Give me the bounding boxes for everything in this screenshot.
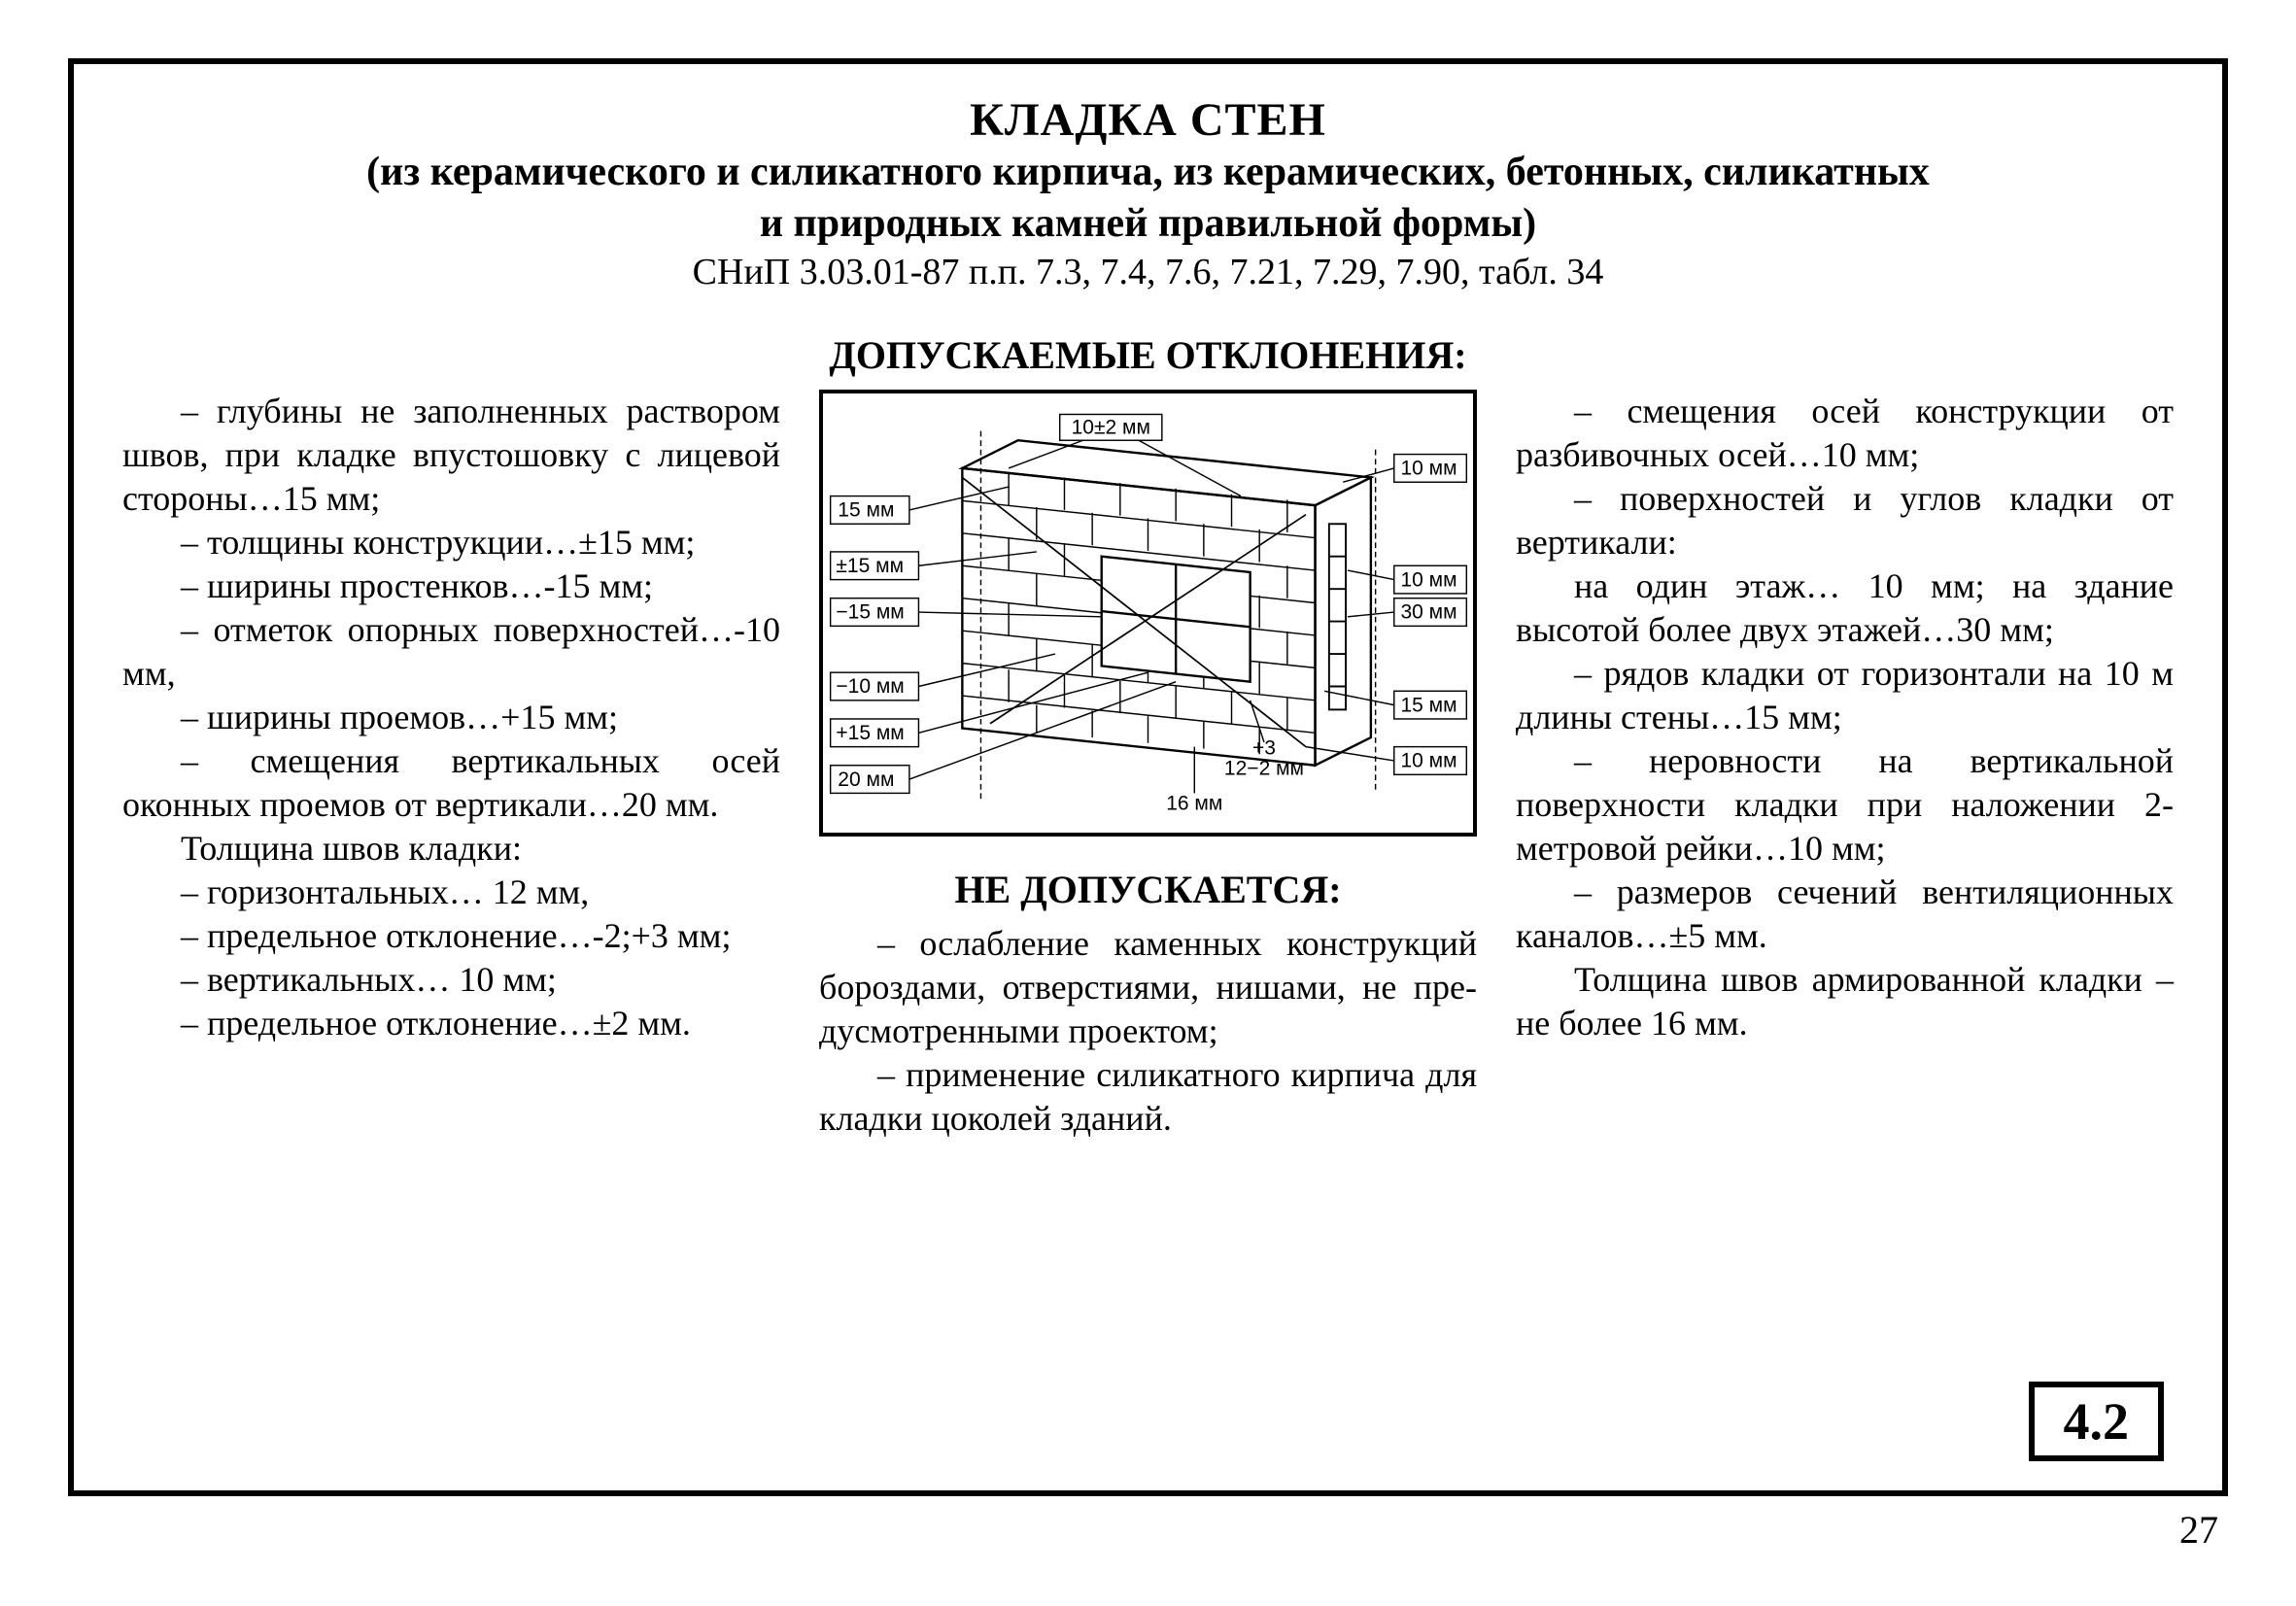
wall-diagram-svg: 15 мм ±15 мм −15 мм −10 мм +15 мм 20 мм xyxy=(823,393,1473,833)
right-item-2: – поверхностей и углов кладки от вертика… xyxy=(1516,477,2174,564)
not-allowed-header: НЕ ДОПУСКАЕТСЯ: xyxy=(819,866,1477,914)
diagram-label-left-5: +15 мм xyxy=(836,722,904,744)
diagram-label-top-right: 10 мм xyxy=(1400,458,1456,480)
diagram-label-left-4: −10 мм xyxy=(836,675,904,698)
diagram-label-left-6: 20 мм xyxy=(838,769,894,791)
left-item-6: – смещения вертикальных осей оконных про… xyxy=(122,739,780,827)
diagram-label-top-center: 10±2 мм xyxy=(1072,417,1150,439)
right-item-6: – размеров сечений вентиляци­онных канал… xyxy=(1516,871,2174,958)
right-item-4: – рядов кладки от горизонтали на 10 м дл… xyxy=(1516,652,2174,739)
not-allowed-item-2: – применение силикатного кирпича для кла… xyxy=(819,1053,1477,1141)
left-item-3: – ширины простенков…-15 мм; xyxy=(122,564,780,608)
section-number: 4.2 xyxy=(2064,1392,2130,1451)
title-subtitle-line2: и природных камней правильной формы) xyxy=(122,198,2174,250)
middle-column: 15 мм ±15 мм −15 мм −10 мм +15 мм 20 мм xyxy=(819,390,1477,1141)
right-column: – смещения осей конструкции от разбивочн… xyxy=(1516,390,2174,1141)
left-item-7: Толщина швов кладки: xyxy=(122,827,780,871)
outer-frame: КЛАДКА СТЕН (из керамического и силикатн… xyxy=(68,58,2228,1496)
title-reference: СНиП 3.03.01-87 п.п. 7.3, 7.4, 7.6, 7.21… xyxy=(122,251,2174,293)
right-item-5: – неровности на вертикальной поверхности… xyxy=(1516,739,2174,871)
diagram-label-bottom-center: 16 мм xyxy=(1166,793,1222,815)
not-allowed-body: – ослабление каменных конструкций борозд… xyxy=(819,922,1477,1141)
left-item-8: – горизонтальных… 12 мм, xyxy=(122,871,780,914)
not-allowed-item-1: – ослабление каменных конструкций борозд… xyxy=(819,922,1477,1053)
left-item-5: – ширины проемов…+15 мм; xyxy=(122,696,780,739)
diagram-label-bottom-inner: 12−2 мм xyxy=(1224,757,1304,779)
diagram-label-right-1: 10 мм xyxy=(1400,568,1456,591)
left-item-10: – вертикальных… 10 мм; xyxy=(122,958,780,1002)
wall-diagram: 15 мм ±15 мм −15 мм −10 мм +15 мм 20 мм xyxy=(819,390,1477,837)
left-item-2: – толщины конструкции…±15 мм; xyxy=(122,521,780,564)
diagram-label-right-2: 30 мм xyxy=(1400,601,1456,624)
diagram-label-left-2: ±15 мм xyxy=(836,555,904,577)
diagram-label-right-4: 10 мм xyxy=(1400,750,1456,772)
content-columns: – глубины не заполненных раст­вором швов… xyxy=(122,390,2174,1141)
left-column: – глубины не заполненных раст­вором швов… xyxy=(122,390,780,1141)
right-item-7: Толщина швов армированной кладки – не бо… xyxy=(1516,958,2174,1045)
title-subtitle-line1: (из керамического и силикатного кирпича,… xyxy=(122,147,2174,198)
page-number: 27 xyxy=(2179,1507,2218,1553)
document-page: КЛАДКА СТЕН (из керамического и силикатн… xyxy=(0,0,2296,1606)
left-item-11: – предельное отклонение…±2 мм. xyxy=(122,1002,780,1045)
title-block: КЛАДКА СТЕН (из керамического и силикатн… xyxy=(122,93,2174,293)
left-item-9: – предельное отклонение…-2;+3 мм; xyxy=(122,914,780,958)
title-main: КЛАДКА СТЕН xyxy=(122,93,2174,147)
allowed-deviations-header: ДОПУСКАЕМЫЕ ОТКЛОНЕНИЯ: xyxy=(122,332,2174,378)
diagram-label-right-3: 15 мм xyxy=(1400,694,1456,716)
diagram-label-left-3: −15 мм xyxy=(836,601,904,624)
left-item-4: – отметок опорных поверхнос­тей…-10 мм, xyxy=(122,608,780,696)
left-item-1: – глубины не заполненных раст­вором швов… xyxy=(122,390,780,521)
section-number-box: 4.2 xyxy=(2029,1382,2165,1461)
right-item-1: – смещения осей конструкции от разбивочн… xyxy=(1516,390,2174,477)
right-item-3: на один этаж… 10 мм; на здание высотой б… xyxy=(1516,564,2174,652)
diagram-label-left-1: 15 мм xyxy=(838,499,894,522)
